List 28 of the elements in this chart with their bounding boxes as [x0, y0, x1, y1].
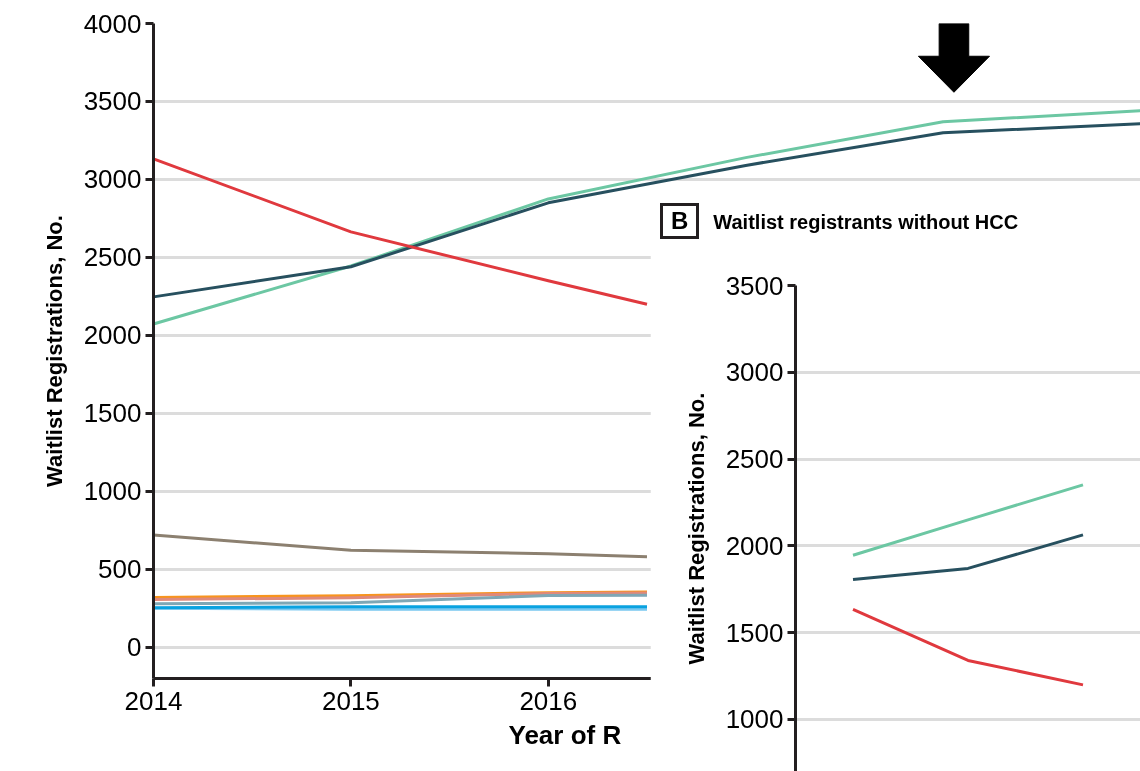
y-tick-label: 2000 [725, 530, 784, 561]
y-tick-label: 2000 [83, 320, 142, 351]
line-series [153, 122, 1140, 299]
y-tick-label: 1500 [83, 398, 142, 429]
x-axis-title: Year of R [508, 719, 622, 750]
chart-title: Waitlist registrants without HCC [713, 211, 1019, 233]
y-tick-label: 1500 [725, 617, 784, 648]
y-tick-label: 2500 [83, 242, 142, 273]
y-tick-label: 3500 [83, 86, 142, 117]
y-tick-label: 4000 [83, 8, 142, 39]
x-tick-label: 2016 [519, 685, 578, 716]
y-tick-label: 1000 [83, 476, 142, 507]
annotation: B [660, 203, 700, 239]
y-tick-label: 2500 [725, 444, 784, 475]
y-tick-label: 3000 [725, 357, 784, 388]
line-series [153, 533, 649, 559]
y-axis-title: Waitlist Registrations, No. [683, 392, 709, 665]
y-tick-label: 1000 [725, 704, 784, 735]
line-series [153, 109, 1140, 326]
y-axis-title: Waitlist Registrations, No. [41, 215, 67, 487]
y-tick-label: 0 [127, 632, 142, 663]
y-tick-label: 3000 [83, 164, 142, 195]
y-tick-label: 500 [98, 554, 142, 585]
line-series [153, 157, 649, 306]
y-tick-label: 3500 [725, 270, 784, 301]
line-series [153, 593, 649, 606]
x-tick-label: 2015 [321, 685, 380, 716]
x-tick-label: 2014 [124, 685, 183, 716]
